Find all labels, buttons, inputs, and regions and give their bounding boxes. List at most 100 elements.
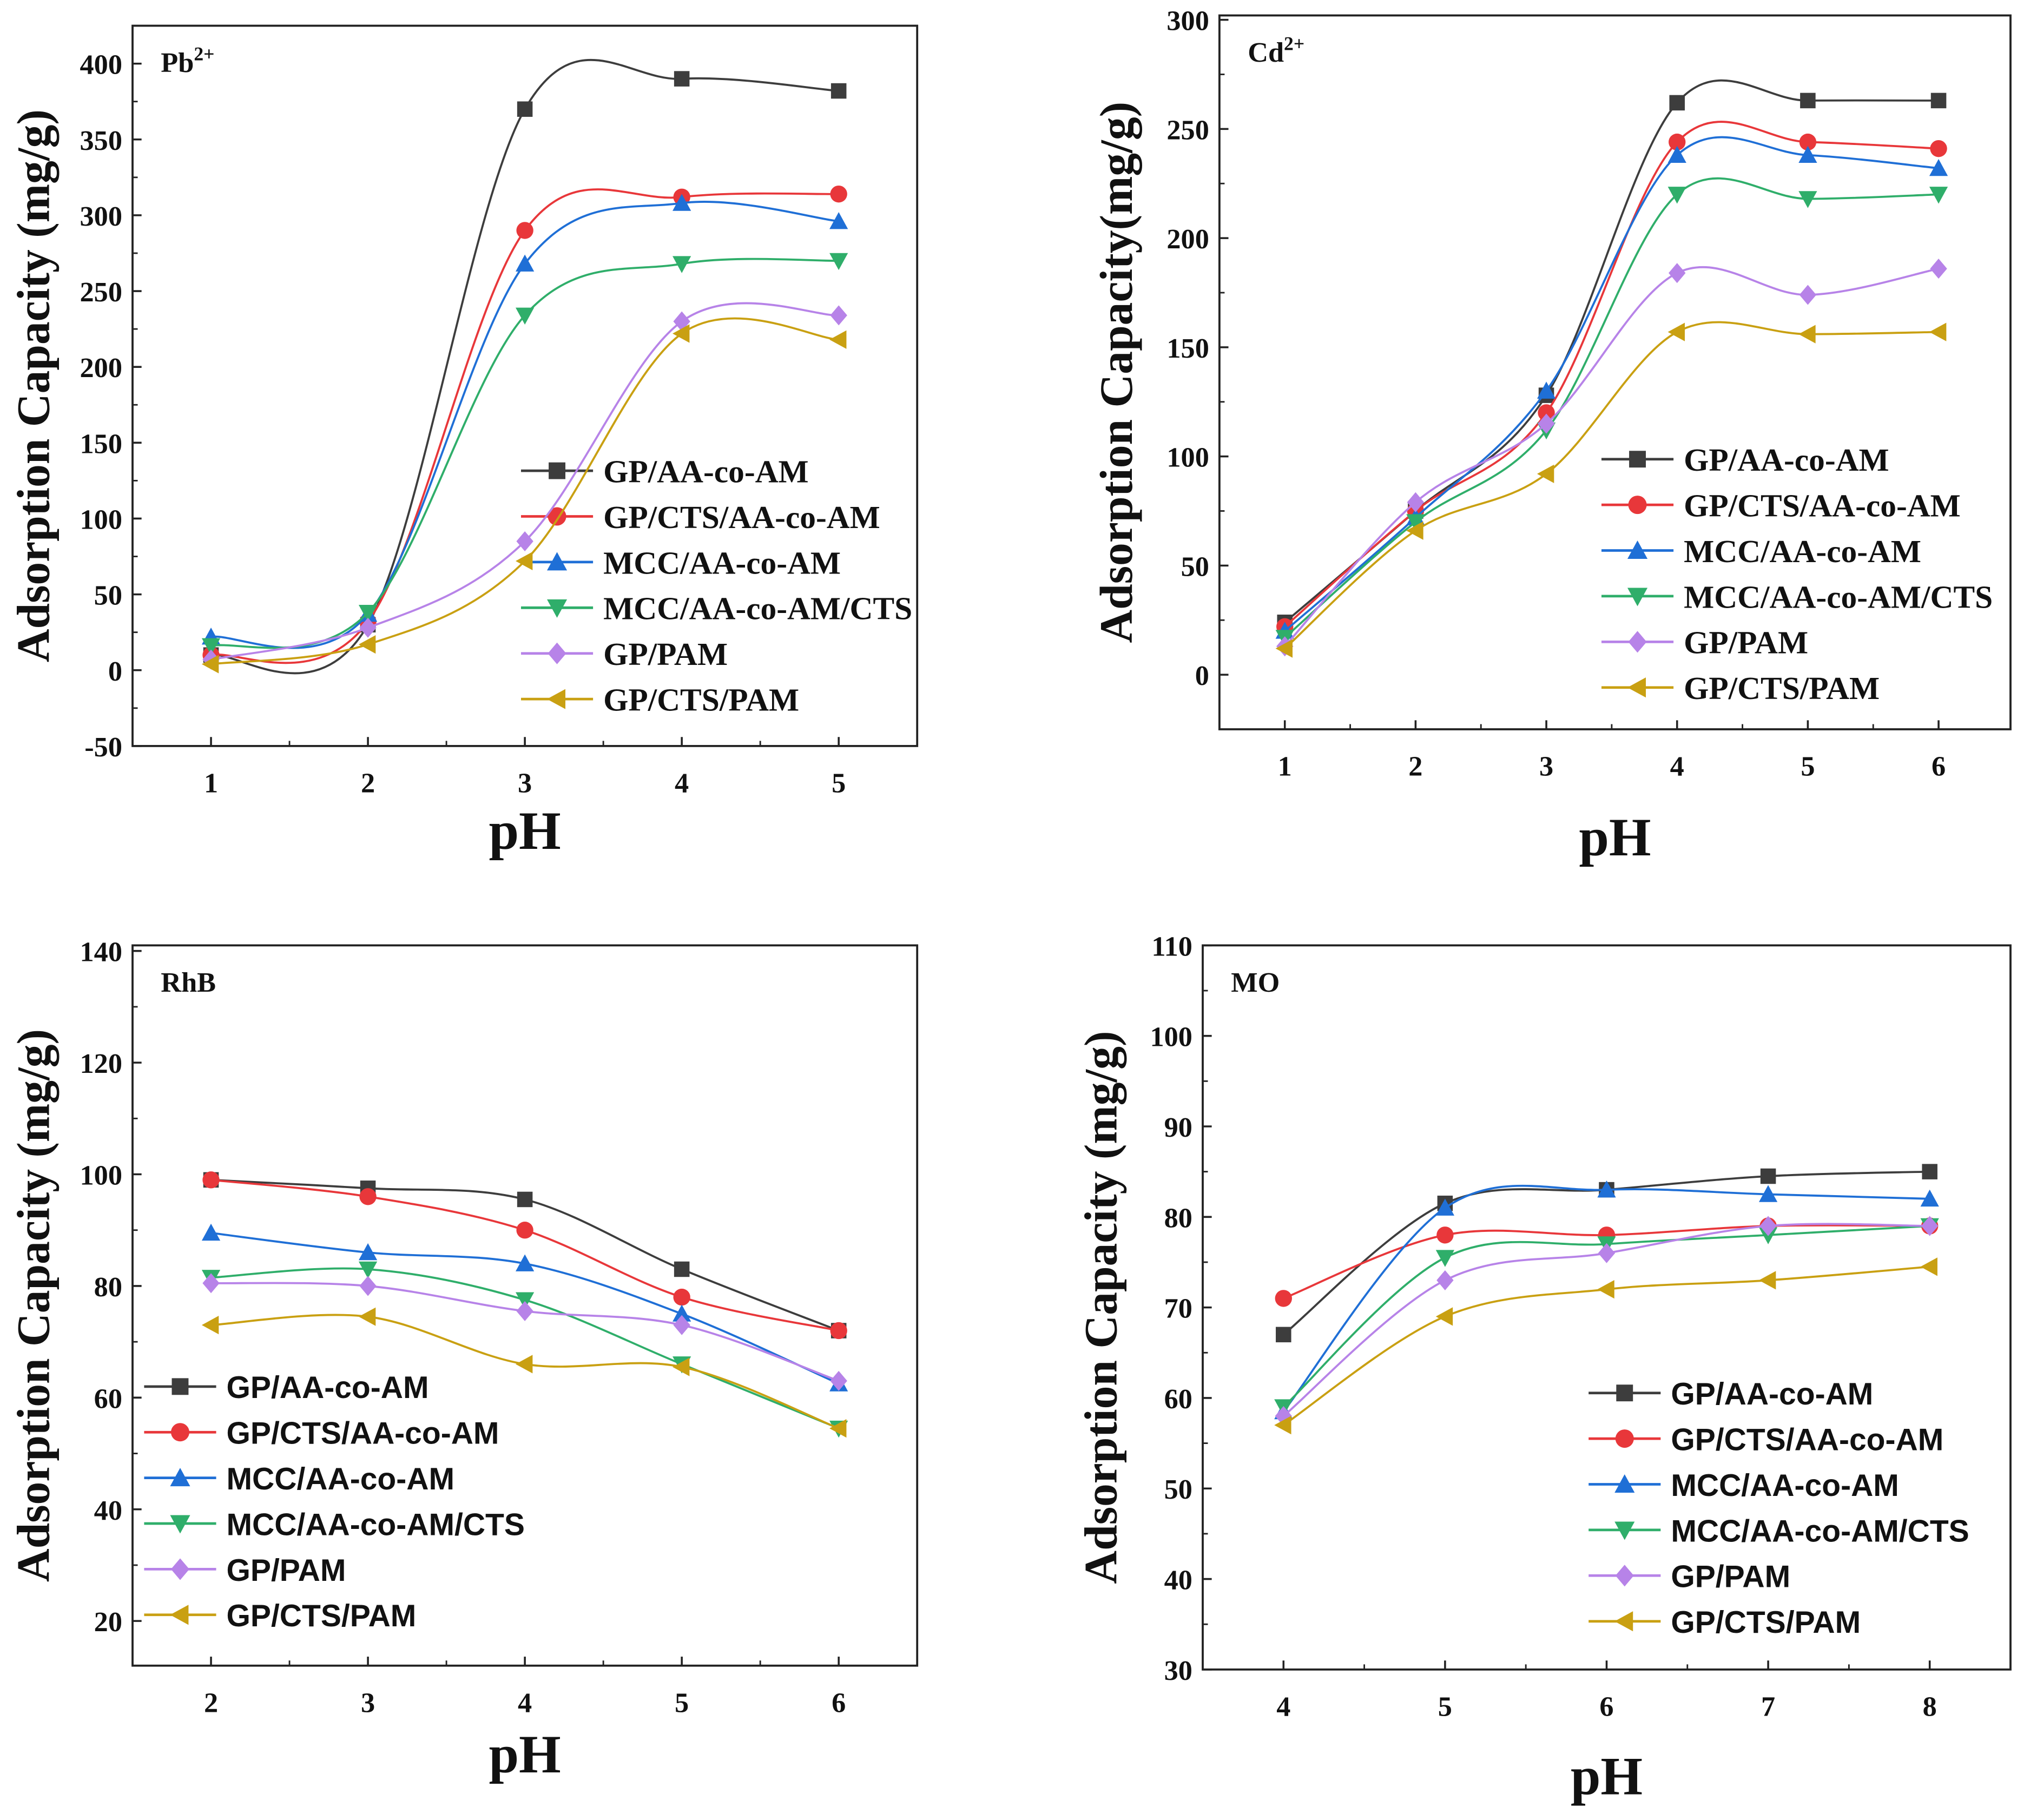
- plot-frame: [1218, 14, 2012, 730]
- data-point: [1921, 1216, 1939, 1236]
- legend-label: GP/CTS/AA-co-AM: [1671, 1423, 1943, 1458]
- data-point: [1929, 159, 1948, 176]
- panel-label: Cd2+: [1248, 33, 1304, 68]
- legend-label: GP/PAM: [227, 1553, 346, 1588]
- y-tick-label: 90: [1164, 1112, 1192, 1143]
- y-tick-label: 120: [80, 1048, 122, 1079]
- x-tick-label: 3: [361, 1687, 375, 1718]
- legend-label: MCC/AA-co-AM: [227, 1462, 454, 1496]
- legend-label: GP/AA-co-AM: [603, 454, 809, 490]
- panel-label: Pb2+: [161, 43, 214, 78]
- y-tick-label: 50: [94, 580, 122, 611]
- y-tick-label: 60: [1164, 1383, 1192, 1415]
- data-point: [1799, 133, 1817, 151]
- data-point: [1930, 93, 1947, 109]
- data-point: [517, 1191, 533, 1208]
- legend-marker: [548, 642, 566, 664]
- legend-label: GP/CTS/AA-co-AM: [603, 499, 880, 535]
- data-point: [1667, 187, 1686, 204]
- legend-label: GP/CTS/PAM: [1684, 670, 1880, 706]
- legend-label: MCC/AA-co-AM/CTS: [227, 1507, 525, 1542]
- panel-label: RhB: [161, 967, 216, 998]
- y-tick-label: 100: [80, 1160, 122, 1191]
- data-point: [1930, 140, 1947, 157]
- legend-marker: [170, 1423, 189, 1442]
- data-point: [1274, 1415, 1291, 1435]
- data-point: [673, 256, 691, 273]
- legend-marker: [1614, 1474, 1635, 1493]
- legend-marker: [1615, 1565, 1634, 1587]
- legend-label: GP/CTS/PAM: [227, 1599, 417, 1633]
- x-axis-title: pH: [489, 1724, 561, 1784]
- data-point: [516, 1222, 533, 1239]
- panel-label-main: Pb: [161, 47, 194, 78]
- legend-marker: [1627, 588, 1648, 606]
- data-point: [1798, 146, 1817, 163]
- data-point: [1929, 187, 1948, 204]
- data-point: [359, 1188, 377, 1205]
- data-point: [830, 1370, 847, 1391]
- data-point: [516, 222, 533, 239]
- panel-label-superscript: 2+: [194, 43, 214, 65]
- legend-marker: [170, 1468, 190, 1487]
- data-point: [1598, 1243, 1616, 1263]
- data-point: [1597, 1280, 1614, 1299]
- y-tick-label: 350: [80, 125, 122, 156]
- data-point: [1920, 1257, 1937, 1276]
- data-point: [516, 531, 533, 552]
- data-point: [202, 1171, 220, 1189]
- data-point: [1920, 1189, 1939, 1207]
- data-point: [1667, 146, 1686, 163]
- x-tick-label: 3: [518, 767, 532, 799]
- data-point: [515, 1355, 533, 1374]
- data-point: [1929, 322, 1947, 341]
- data-point: [829, 253, 848, 271]
- panel-label-superscript: 2+: [1284, 33, 1304, 55]
- legend-marker: [546, 689, 565, 709]
- x-tick-label: 5: [1438, 1691, 1452, 1722]
- data-point: [1667, 322, 1685, 341]
- data-point: [1276, 1327, 1291, 1343]
- x-tick-label: 5: [832, 767, 846, 799]
- data-point: [1537, 464, 1554, 483]
- series-gp-aa-co-am: [203, 58, 847, 675]
- data-point: [1435, 1307, 1453, 1326]
- y-tick-label: 50: [1164, 1474, 1192, 1505]
- data-point: [830, 185, 847, 203]
- data-point: [201, 638, 221, 656]
- panel-label-main: Cd: [1248, 37, 1284, 68]
- y-tick-label: 200: [80, 352, 122, 384]
- data-point: [1435, 1198, 1455, 1216]
- data-point: [1759, 1216, 1777, 1236]
- data-point: [1538, 404, 1555, 421]
- x-tick-label: 3: [1539, 751, 1553, 782]
- data-point: [1597, 1180, 1616, 1198]
- legend-label: MCC/AA-co-AM: [1671, 1468, 1899, 1503]
- x-tick-label: 5: [675, 1687, 689, 1718]
- data-point: [1436, 1270, 1454, 1290]
- legend-label: GP/CTS/PAM: [1671, 1605, 1861, 1640]
- y-tick-label: 400: [80, 49, 122, 81]
- series-gp-cts-pam: [1275, 321, 1947, 658]
- legend-label: MCC/AA-co-AM: [1684, 533, 1921, 569]
- legend-label: GP/CTS/PAM: [603, 682, 799, 718]
- y-tick-label: 300: [1166, 5, 1209, 37]
- series-mcc-aa-co-am-cts: [201, 253, 848, 656]
- chart-panel-3: 2 3 4 5 6 20 40 60 80 100 120 140 Adsorption Capacit…: [8, 937, 919, 1784]
- data-point: [1406, 514, 1425, 531]
- series-gp-cts-aa-co-am: [202, 1171, 847, 1340]
- x-tick-label: 4: [1276, 1691, 1290, 1722]
- plot-frame: [131, 24, 919, 747]
- y-tick-label: 70: [1164, 1293, 1192, 1324]
- legend-marker: [546, 599, 568, 618]
- y-tick-label: 200: [1166, 223, 1209, 255]
- series-line: [1282, 1184, 1930, 1413]
- y-tick-label: 250: [80, 276, 122, 308]
- data-point: [1436, 1226, 1454, 1244]
- data-point: [1758, 1271, 1776, 1290]
- data-point: [358, 604, 378, 622]
- y-tick-label: 250: [1166, 114, 1209, 146]
- series-mcc-aa-co-am: [201, 1223, 848, 1392]
- data-point: [201, 1316, 219, 1335]
